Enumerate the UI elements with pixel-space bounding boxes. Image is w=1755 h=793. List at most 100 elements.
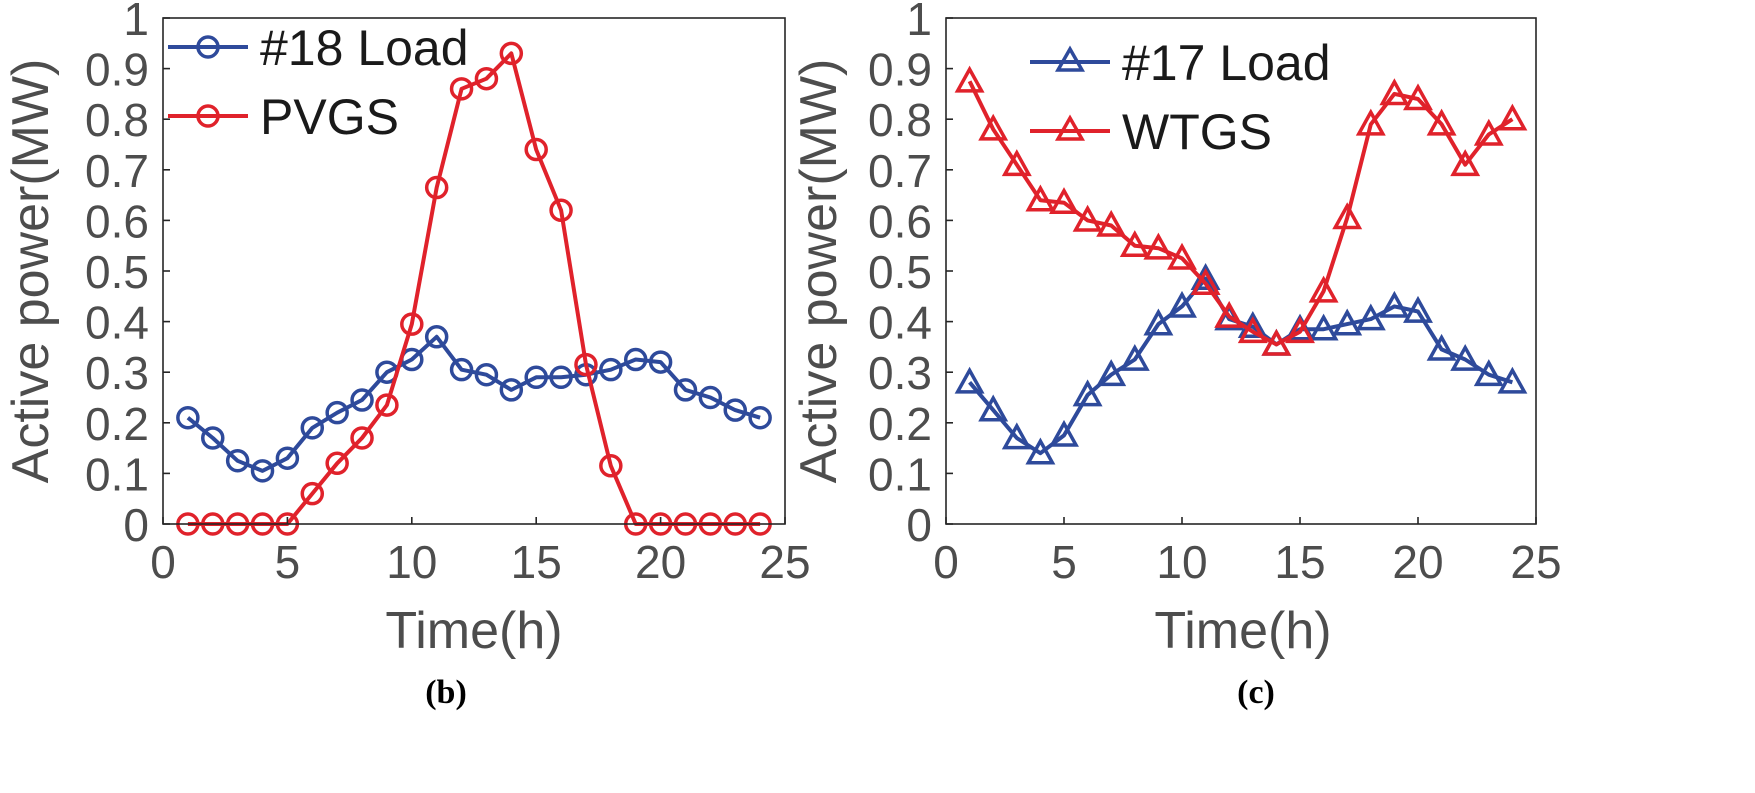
- panel-c-legend: #17 Load WTGS: [1030, 35, 1331, 160]
- data-point-wtgs: [1355, 108, 1386, 136]
- data-point-17-load: [1096, 359, 1127, 387]
- x-tick-label: 25: [759, 536, 810, 588]
- panel-b-axes-frame: [162, 17, 786, 525]
- legend-marker-load17: [1054, 45, 1086, 72]
- data-point-17-load: [1403, 295, 1433, 323]
- panel-b: 0 5 10 15 20 2500.10.20.30.40.50.60.70.80.91 …: [2, 0, 811, 711]
- x-tick-label: 5: [275, 536, 301, 588]
- y-tick-label: 0.5: [868, 246, 932, 298]
- data-point-pvgs: [524, 137, 548, 162]
- data-point-18-load: [176, 405, 200, 430]
- x-tick-label: 15: [511, 536, 562, 588]
- data-point-wtgs: [1332, 202, 1363, 230]
- y-tick-label: 0.7: [868, 145, 932, 197]
- y-tick-label: 0.4: [85, 297, 149, 349]
- legend-label-load18: #18 Load: [260, 20, 469, 76]
- y-tick-label: 0.3: [868, 347, 932, 399]
- data-point-pvgs: [300, 481, 325, 506]
- y-tick-label: 1: [906, 0, 932, 45]
- data-point-18-load: [723, 398, 747, 422]
- x-tick-label: 25: [1510, 536, 1561, 588]
- data-point-wtgs: [1308, 275, 1339, 303]
- data-point-18-load: [599, 357, 623, 382]
- data-point-17-load: [1426, 333, 1457, 361]
- data-point-17-load: [1049, 419, 1079, 447]
- data-point-17-load: [1497, 366, 1528, 394]
- data-point-18-load: [275, 446, 300, 470]
- data-point-18-load: [673, 378, 698, 402]
- y-tick-label: 0: [906, 499, 932, 551]
- data-point-17-load: [954, 366, 985, 394]
- y-tick-label: 0.7: [85, 145, 149, 197]
- y-tick-label: 0.6: [85, 195, 149, 247]
- data-point-18-load: [549, 365, 573, 390]
- panel-b-ticks: 0 5 10 15 20 25 00.10.20.30.40.50.60.70.80.91: [85, 0, 811, 588]
- data-point-17-load: [1308, 313, 1339, 341]
- data-point-wtgs: [1285, 316, 1315, 344]
- data-point-17-load: [1473, 359, 1504, 387]
- panel-c-caption: (c): [1237, 674, 1275, 711]
- x-tick-label: 10: [1156, 536, 1207, 588]
- data-point-17-load: [1167, 290, 1197, 318]
- y-tick-label: 0.4: [868, 297, 932, 349]
- data-point-pvgs: [574, 352, 598, 377]
- y-tick-label: 0.2: [85, 398, 149, 450]
- data-point-18-load: [474, 362, 499, 387]
- x-tick-label: 5: [1051, 536, 1077, 588]
- data-point-18-load: [449, 357, 474, 382]
- data-point-18-load: [300, 416, 325, 440]
- data-point-wtgs: [1025, 184, 1056, 212]
- data-point-18-load: [350, 388, 374, 412]
- data-point-18-load: [499, 378, 524, 402]
- data-point-18-load: [623, 347, 648, 372]
- data-point-wtgs: [1143, 232, 1174, 260]
- data-point-18-load: [225, 449, 250, 473]
- data-point-17-load: [1001, 422, 1032, 450]
- data-point-17-load: [1379, 290, 1410, 318]
- legend-label-wtgs: WTGS: [1122, 104, 1272, 160]
- panel-b-legend: #18 Load PVGS: [168, 20, 469, 145]
- data-point-pvgs: [325, 451, 349, 476]
- x-tick-label: 20: [635, 536, 686, 588]
- data-point-17-load: [1025, 437, 1056, 465]
- data-point-pvgs: [499, 41, 524, 66]
- data-point-17-load: [1119, 343, 1150, 371]
- data-point-pvgs: [449, 77, 474, 101]
- y-tick-label: 1: [123, 0, 149, 45]
- series-line-18-load: [186, 334, 761, 473]
- data-point-wtgs: [1214, 300, 1245, 328]
- data-point-wtgs: [1261, 328, 1292, 356]
- x-tick-label: 10: [386, 536, 437, 588]
- data-point-18-load: [201, 426, 225, 450]
- data-point-wtgs: [1450, 149, 1481, 177]
- data-point-pvgs: [424, 175, 449, 200]
- data-point-wtgs: [1379, 78, 1410, 106]
- data-point-wtgs: [1237, 316, 1268, 344]
- legend-label-load17: #17 Load: [1122, 35, 1331, 91]
- data-point-18-load: [424, 325, 449, 349]
- data-point-wtgs: [1426, 108, 1457, 136]
- panel-b-caption: (b): [425, 674, 467, 711]
- series-line-17-load: [968, 276, 1514, 456]
- data-point-wtgs: [1072, 204, 1103, 232]
- panel-c-axes-frame: [945, 17, 1537, 525]
- data-point-18-load: [648, 350, 673, 374]
- data-point-pvgs: [375, 393, 399, 417]
- legend-marker-pvgs: [196, 104, 220, 128]
- panel-c: 0 5 10 15 20 2500.10.20.30.40.50.60.70.80.91 …: [790, 0, 1562, 711]
- data-point-17-load: [1355, 303, 1386, 331]
- data-point-wtgs: [1190, 268, 1221, 295]
- data-point-17-load: [1332, 308, 1363, 336]
- y-tick-label: 0: [123, 499, 149, 551]
- y-tick-label: 0.5: [85, 246, 149, 298]
- legend-marker-wtgs: [1054, 114, 1086, 141]
- panel-c-y-axis-label: Active power(MW): [790, 59, 848, 484]
- data-point-wtgs: [1001, 149, 1032, 177]
- data-point-pvgs: [599, 454, 623, 478]
- y-tick-label: 0.2: [868, 398, 932, 450]
- y-tick-label: 0.1: [868, 448, 932, 500]
- y-tick-label: 0.9: [868, 44, 932, 96]
- data-point-17-load: [1072, 379, 1103, 407]
- legend-marker-load18: [196, 35, 220, 59]
